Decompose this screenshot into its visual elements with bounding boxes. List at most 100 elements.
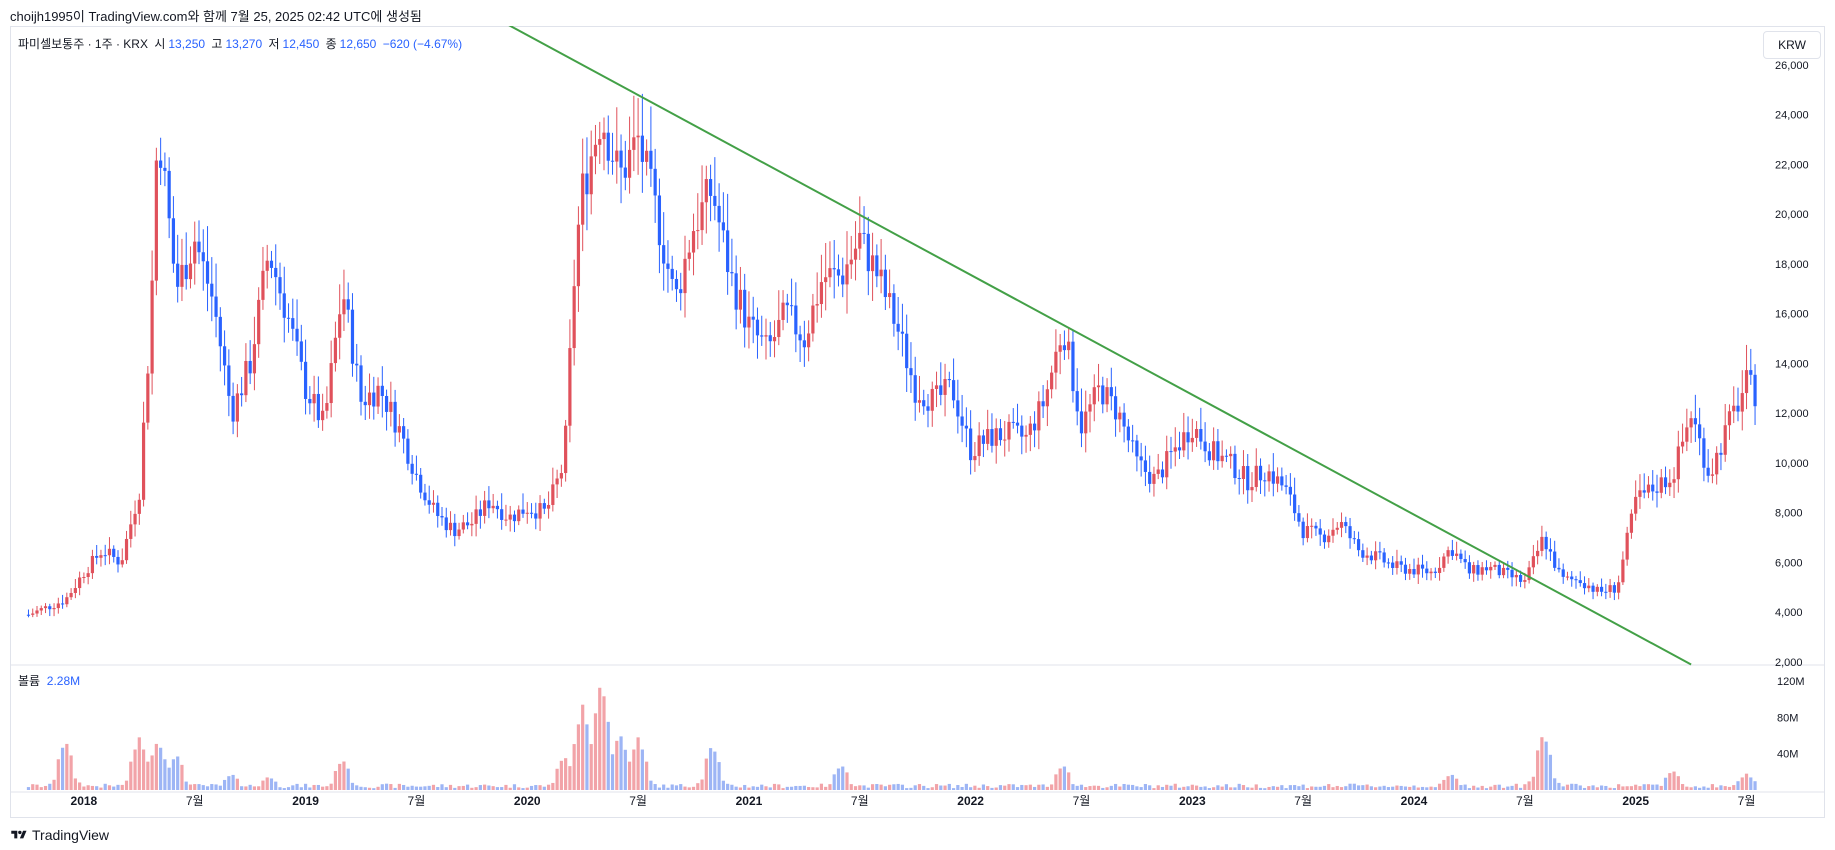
volume-bar bbox=[1467, 788, 1472, 790]
candle-body bbox=[798, 334, 802, 341]
volume-bar bbox=[529, 785, 534, 790]
candle-body bbox=[402, 426, 406, 439]
candle-body bbox=[1472, 565, 1476, 574]
symbol-legend: 파미셀보통주 · 1주 · KRX 시 13,250 고 13,270 저 12,45… bbox=[18, 35, 465, 52]
volume-bar bbox=[1472, 785, 1476, 790]
volume-bar bbox=[700, 779, 704, 790]
volume-bar bbox=[1570, 783, 1574, 790]
volume-bar bbox=[90, 785, 95, 790]
volume-bar bbox=[743, 784, 747, 790]
candle-body bbox=[943, 379, 947, 395]
candle-body bbox=[738, 289, 743, 310]
candle-body bbox=[1156, 469, 1160, 474]
volume-bar bbox=[807, 787, 811, 790]
candle-body bbox=[180, 264, 184, 287]
volume-bar bbox=[789, 786, 794, 790]
candle-body bbox=[551, 484, 555, 505]
currency-button[interactable]: KRW bbox=[1763, 31, 1821, 59]
volume-bar bbox=[1455, 778, 1459, 790]
time-axis-tick: 2020 bbox=[514, 794, 541, 808]
volume-bar bbox=[1621, 786, 1625, 790]
candle-body bbox=[269, 260, 274, 268]
volume-bar bbox=[1148, 785, 1152, 790]
volume-bar bbox=[1297, 786, 1301, 790]
volume-bar bbox=[308, 787, 312, 790]
candle-body bbox=[1536, 550, 1540, 557]
volume-bar bbox=[269, 778, 274, 790]
candle-body bbox=[1531, 556, 1535, 568]
candle-body bbox=[1011, 421, 1015, 423]
volume-bar bbox=[1651, 784, 1655, 790]
candle-body bbox=[564, 425, 568, 474]
volume-bar bbox=[1314, 786, 1318, 790]
volume-bar bbox=[1356, 785, 1361, 790]
volume-bar bbox=[436, 787, 440, 790]
volume-bar bbox=[1433, 787, 1437, 790]
volume-bar bbox=[1740, 777, 1744, 790]
volume-bar bbox=[619, 736, 623, 790]
candle-body bbox=[615, 150, 619, 162]
candle-body bbox=[1621, 559, 1625, 583]
chart-frame[interactable] bbox=[10, 26, 1825, 818]
candle-body bbox=[1702, 438, 1706, 468]
volume-bar bbox=[645, 761, 649, 790]
candle-body bbox=[1335, 527, 1339, 530]
volume-bar bbox=[1446, 776, 1450, 790]
candle-body bbox=[133, 513, 137, 525]
volume-bar bbox=[222, 779, 227, 790]
candle-body bbox=[1467, 562, 1472, 574]
candle-body bbox=[760, 335, 764, 337]
price-axis-tick: 26,000 bbox=[1775, 60, 1809, 72]
volume-bar bbox=[1604, 785, 1608, 790]
time-axis-tick: 7월 bbox=[851, 794, 869, 808]
volume-bar bbox=[568, 766, 572, 790]
candle-body bbox=[922, 400, 926, 407]
volume-bar bbox=[1293, 785, 1297, 790]
volume-bar bbox=[896, 783, 900, 790]
candle-body bbox=[1101, 385, 1105, 405]
volume-bar bbox=[1258, 787, 1263, 790]
candle-body bbox=[1642, 490, 1646, 493]
trendline[interactable] bbox=[490, 15, 1692, 666]
volume-bar bbox=[836, 768, 841, 790]
volume-bar bbox=[1612, 788, 1616, 790]
candle-body bbox=[713, 195, 717, 206]
candle-body bbox=[1041, 401, 1045, 407]
candle-body bbox=[470, 523, 474, 526]
volume-bar bbox=[1275, 786, 1280, 790]
volume-bar bbox=[1096, 785, 1101, 790]
volume-bar bbox=[444, 787, 448, 790]
candle-body bbox=[1459, 553, 1463, 560]
candle-body bbox=[1105, 387, 1109, 405]
candle-body bbox=[1676, 446, 1680, 480]
volume-bar bbox=[777, 784, 781, 790]
candle-body bbox=[218, 316, 222, 347]
candle-body bbox=[781, 302, 785, 320]
volume-bar bbox=[52, 779, 56, 790]
time-axis-tick: 7월 bbox=[186, 794, 204, 808]
candle-body bbox=[1715, 452, 1719, 475]
volume-bar bbox=[653, 784, 657, 790]
candle-body bbox=[525, 512, 529, 514]
candle-body bbox=[1212, 441, 1216, 461]
volume-bar bbox=[176, 756, 180, 790]
volume-bar bbox=[184, 781, 188, 790]
candle-body bbox=[171, 218, 176, 264]
volume-bar bbox=[1250, 787, 1254, 790]
candle-body bbox=[474, 509, 478, 524]
candle-body bbox=[951, 380, 956, 401]
candle-body bbox=[534, 513, 538, 519]
volume-bar bbox=[1420, 786, 1425, 790]
candle-body bbox=[1088, 404, 1092, 412]
candle-body bbox=[1510, 569, 1514, 578]
volume-bar bbox=[585, 724, 589, 790]
candle-body bbox=[632, 137, 636, 150]
candle-body bbox=[1220, 455, 1224, 462]
volume-bar bbox=[913, 785, 917, 790]
volume-bar bbox=[1216, 785, 1220, 790]
volume-bar bbox=[546, 784, 551, 790]
candle-body bbox=[815, 304, 819, 306]
candle-body bbox=[960, 416, 964, 426]
volume-bar bbox=[402, 784, 406, 790]
